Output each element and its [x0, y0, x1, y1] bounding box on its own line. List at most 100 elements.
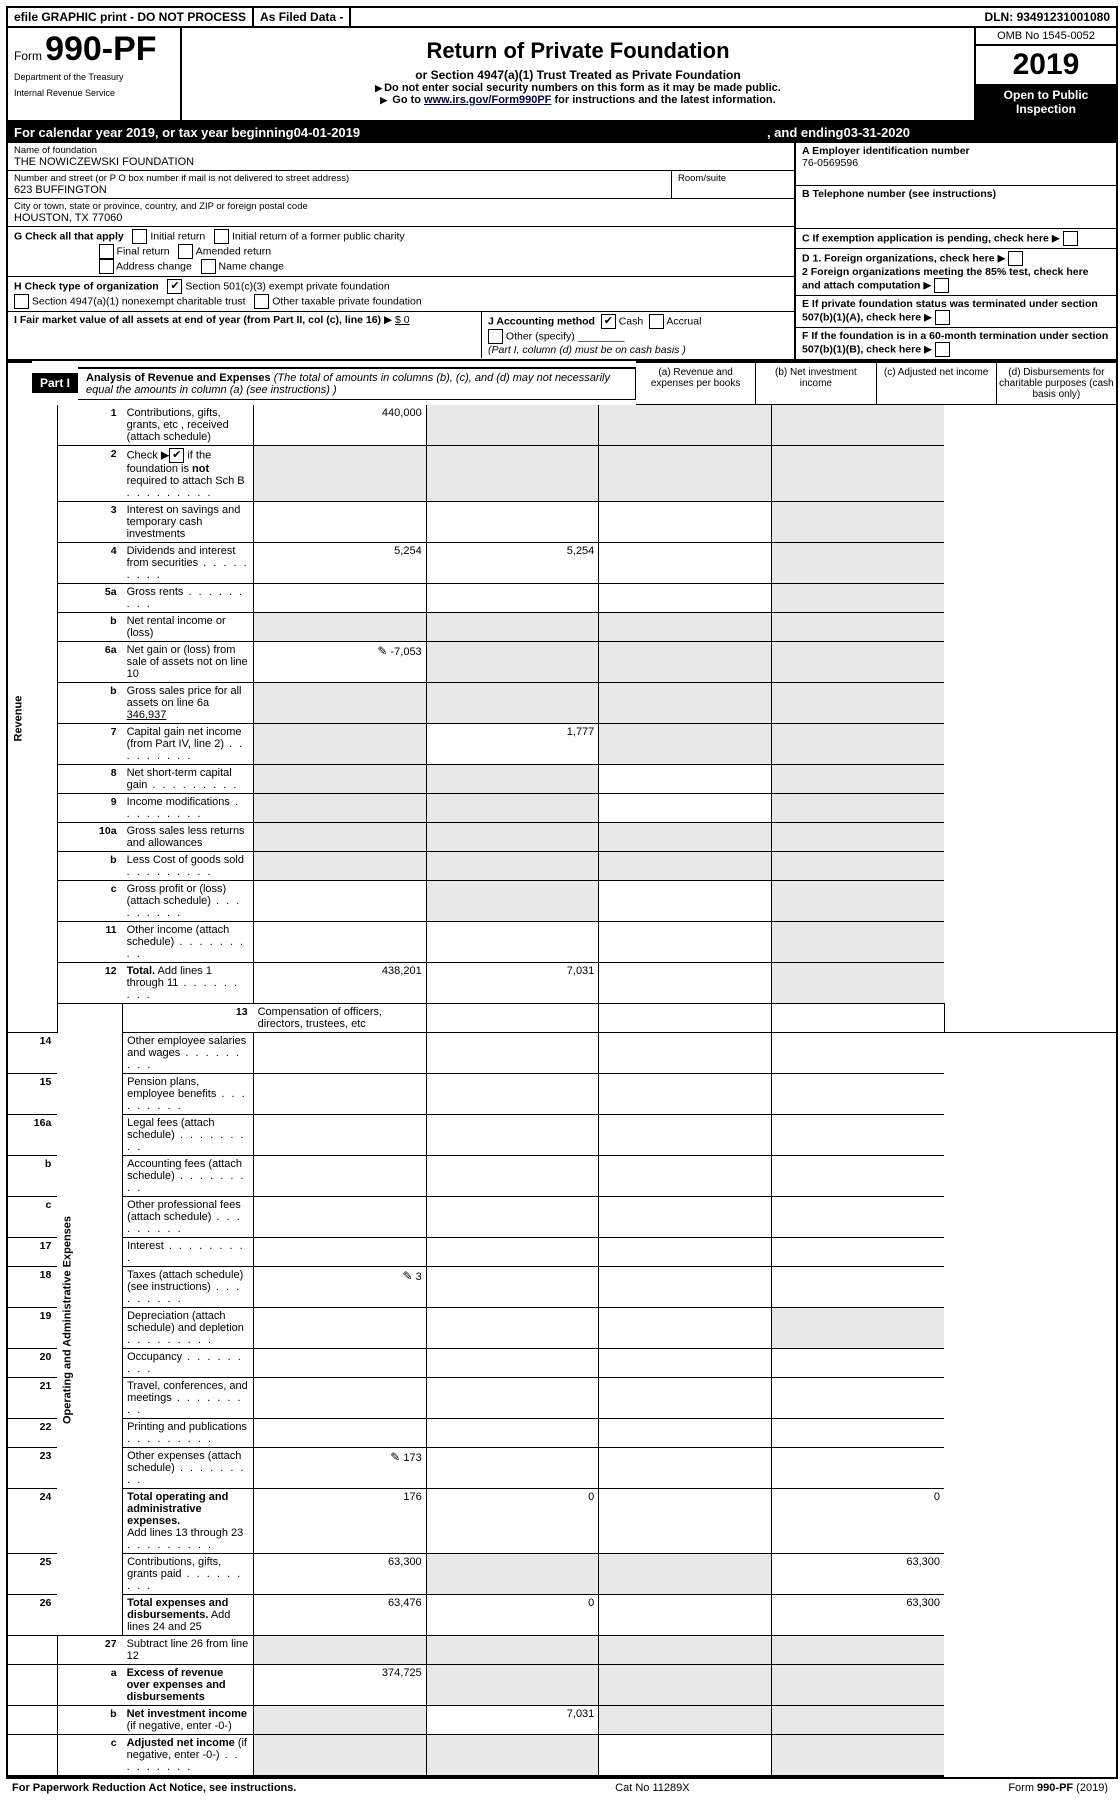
val-23a: 173: [403, 1452, 421, 1464]
dept-irs: Internal Revenue Service: [14, 88, 174, 98]
city-state-zip: HOUSTON, TX 77060: [14, 212, 788, 224]
revenue-side-label: Revenue: [8, 405, 57, 1033]
ein-value: 76-0569596: [802, 157, 1110, 169]
form-title: Return of Private Foundation: [192, 38, 964, 64]
goto-line: Go to www.irs.gov/Form990PF for instruct…: [192, 94, 964, 106]
form-subtitle: or Section 4947(a)(1) Trust Treated as P…: [192, 68, 964, 82]
expenses-side-label: Operating and Administrative Expenses: [57, 1004, 122, 1636]
checkbox-amended-return[interactable]: [178, 244, 193, 259]
form-container: efile GRAPHIC print - DO NOT PROCESS As …: [6, 6, 1118, 1779]
checkbox-507b1b[interactable]: [935, 342, 950, 357]
pencil-icon[interactable]: ✎: [402, 1269, 412, 1283]
ssn-warning: Do not enter social security numbers on …: [192, 82, 964, 94]
val-24a: 176: [254, 1489, 427, 1554]
checkbox-accrual[interactable]: [649, 314, 664, 329]
ein-row: A Employer identification number 76-0569…: [796, 143, 1116, 186]
year-begin: 04-01-2019: [294, 125, 361, 140]
form-id-block: Form 990-PF Department of the Treasury I…: [8, 28, 182, 120]
checkbox-final-return[interactable]: [99, 244, 114, 259]
part1-header-row: Part I Analysis of Revenue and Expenses …: [8, 361, 1116, 405]
part1-tag: Part I: [32, 373, 78, 393]
dept-treasury: Department of the Treasury: [14, 72, 174, 82]
checkbox-initial-former[interactable]: [214, 229, 229, 244]
val-25d: 63,300: [771, 1554, 944, 1595]
checkbox-507b1a[interactable]: [935, 310, 950, 325]
checkbox-initial-return[interactable]: [132, 229, 147, 244]
asfiled-label: As Filed Data -: [254, 8, 351, 26]
pencil-icon[interactable]: ✎: [390, 1450, 400, 1464]
title-block: Return of Private Foundation or Section …: [182, 28, 976, 120]
checkbox-exemption-pending[interactable]: [1063, 231, 1078, 246]
dln-value: 93491231001080: [1017, 10, 1110, 24]
col-d-head: (d) Disbursements for charitable purpose…: [997, 361, 1116, 405]
checkbox-sch-b[interactable]: ✔: [169, 448, 184, 463]
col-b-head: (b) Net investment income: [756, 361, 876, 405]
dln-label: DLN:: [985, 10, 1014, 24]
val-12b: 7,031: [426, 963, 599, 1004]
val-18a: 3: [416, 1271, 422, 1283]
open-to-public: Open to Public Inspection: [976, 84, 1116, 120]
room-suite-label: Room/suite: [678, 173, 788, 184]
omb-number: OMB No 1545-0052: [976, 28, 1116, 46]
topbar: efile GRAPHIC print - DO NOT PROCESS As …: [8, 8, 1116, 28]
checkbox-address-change[interactable]: [99, 259, 114, 274]
val-25a: 63,300: [254, 1554, 427, 1595]
checkbox-85pct-test[interactable]: [934, 278, 949, 293]
val-6a: -7,053: [390, 646, 421, 658]
checkbox-other-taxable[interactable]: [254, 294, 269, 309]
val-4b: 5,254: [426, 543, 599, 584]
irs-link[interactable]: www.irs.gov/Form990PF: [424, 94, 551, 106]
checkbox-foreign-org[interactable]: [1008, 251, 1023, 266]
fmv-value: $ 0: [395, 314, 410, 326]
part1-table: Revenue 1Contributions, gifts, grants, e…: [8, 405, 1116, 1777]
efile-notice: efile GRAPHIC print - DO NOT PROCESS: [8, 8, 254, 26]
ij-row: I Fair market value of all assets at end…: [8, 312, 794, 358]
val-24b: 0: [426, 1489, 599, 1554]
city-row: City or town, state or province, country…: [8, 199, 794, 227]
checkbox-4947a1[interactable]: [14, 294, 29, 309]
col-c-head: (c) Adjusted net income: [877, 361, 997, 405]
val-6b: 346,937: [127, 709, 167, 721]
val-1a: 440,000: [254, 405, 427, 446]
checkbox-cash[interactable]: ✔: [601, 314, 616, 329]
year-end: 03-31-2020: [844, 125, 911, 140]
foundation-name: THE NOWICZEWSKI FOUNDATION: [14, 156, 788, 168]
f-row: F If the foundation is in a 60-month ter…: [796, 328, 1116, 359]
form-ref: Form 990-PF (2019): [1008, 1782, 1108, 1794]
h-row: H Check type of organization ✔ Section 5…: [8, 277, 794, 312]
header-row: Form 990-PF Department of the Treasury I…: [8, 28, 1116, 122]
d-row: D 1. Foreign organizations, check here ▶…: [796, 249, 1116, 296]
phone-row: B Telephone number (see instructions): [796, 186, 1116, 229]
val-4a: 5,254: [254, 543, 427, 584]
paperwork-notice: For Paperwork Reduction Act Notice, see …: [12, 1782, 296, 1794]
checkbox-501c3[interactable]: ✔: [167, 279, 182, 294]
address-row: Number and street (or P O box number if …: [8, 171, 794, 199]
val-26a: 63,476: [254, 1595, 427, 1636]
checkbox-other-method[interactable]: [488, 329, 503, 344]
val-27b: 7,031: [426, 1706, 599, 1735]
calendar-row: For calendar year 2019, or tax year begi…: [8, 122, 1116, 143]
checkbox-name-change[interactable]: [201, 259, 216, 274]
street-address: 623 BUFFINGTON: [14, 184, 665, 196]
val-26d: 63,300: [771, 1595, 944, 1636]
right-block: OMB No 1545-0052 2019 Open to Public Ins…: [976, 28, 1116, 120]
form-word: Form: [14, 49, 42, 63]
e-row: E If private foundation status was termi…: [796, 296, 1116, 328]
cat-no: Cat No 11289X: [615, 1782, 689, 1794]
info-grid: Name of foundation THE NOWICZEWSKI FOUND…: [8, 143, 1116, 361]
g-row: G Check all that apply Initial return In…: [8, 227, 794, 277]
tax-year: 2019: [976, 46, 1116, 84]
val-12a: 438,201: [254, 963, 427, 1004]
val-7b: 1,777: [426, 724, 599, 765]
val-26b: 0: [426, 1595, 599, 1636]
c-row: C If exemption application is pending, c…: [796, 229, 1116, 249]
form-number: 990-PF: [45, 30, 157, 68]
pencil-icon[interactable]: ✎: [377, 644, 387, 658]
val-24d: 0: [771, 1489, 944, 1554]
dln-cell: DLN: 93491231001080: [979, 8, 1116, 26]
val-27a: 374,725: [254, 1665, 427, 1706]
footer: For Paperwork Reduction Act Notice, see …: [6, 1779, 1114, 1797]
part1-desc: Analysis of Revenue and Expenses (The to…: [78, 367, 636, 400]
col-a-head: (a) Revenue and expenses per books: [636, 361, 756, 405]
name-row: Name of foundation THE NOWICZEWSKI FOUND…: [8, 143, 794, 171]
